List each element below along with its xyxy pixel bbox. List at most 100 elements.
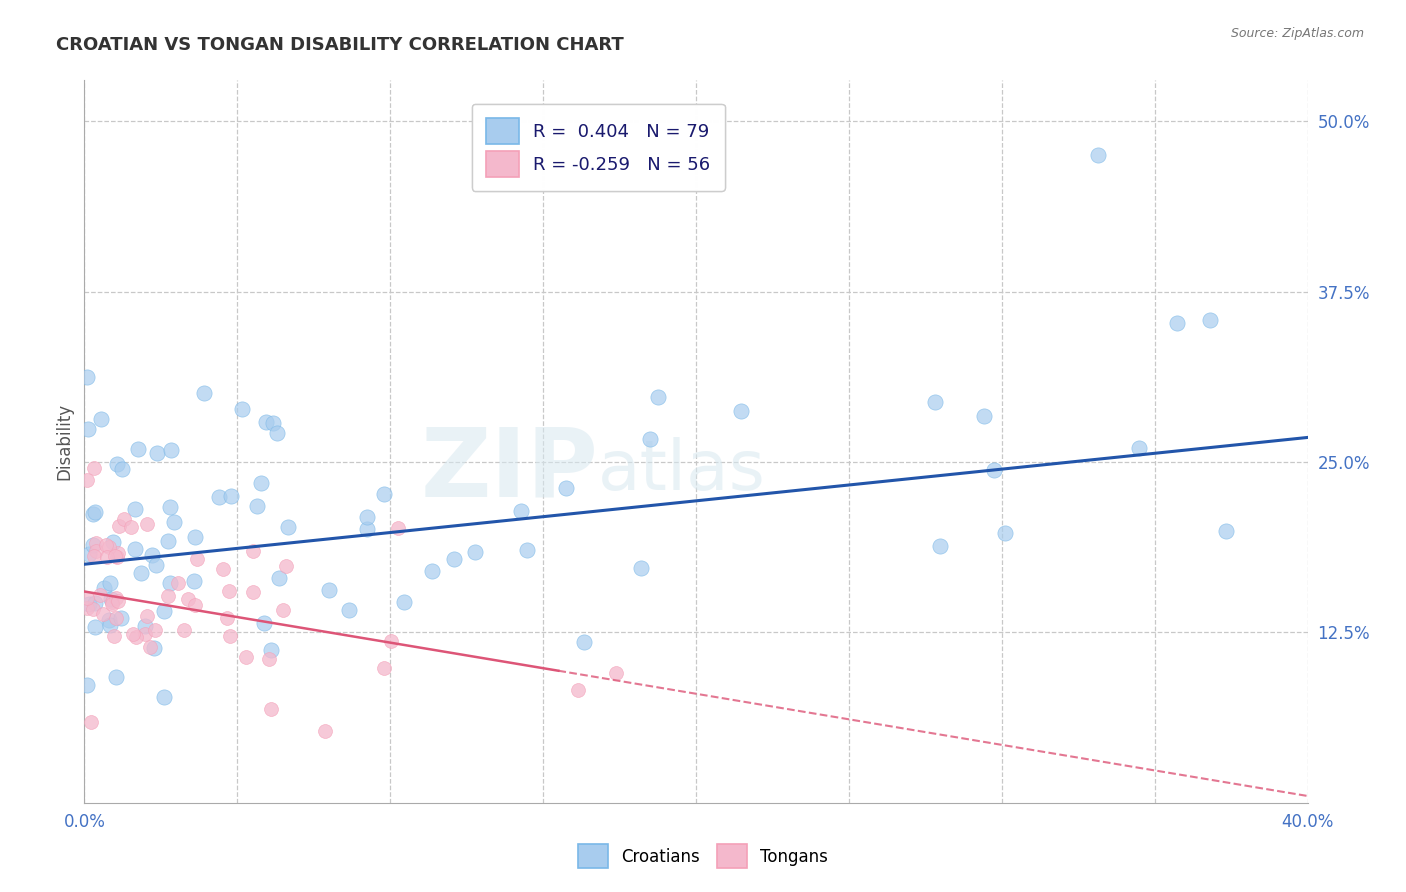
Point (250, 476, 273, 491)
Point (105, 457, 128, 471)
Point (177, 592, 200, 607)
Point (167, 575, 190, 590)
Y-axis label: Disability: Disability (55, 403, 73, 480)
Point (1199, 313, 1222, 327)
Point (973, 409, 995, 424)
Point (259, 652, 281, 666)
Point (160, 443, 183, 458)
Point (218, 584, 240, 599)
Point (215, 610, 238, 624)
Point (235, 650, 257, 665)
Point (373, 486, 395, 500)
Point (356, 509, 378, 524)
Point (193, 386, 215, 401)
Point (82, 507, 104, 521)
Point (260, 643, 283, 657)
Point (274, 558, 297, 573)
Point (83, 620, 105, 634)
Point (392, 595, 415, 609)
Point (314, 724, 336, 739)
Point (574, 635, 596, 649)
Point (124, 541, 146, 556)
Point (76, 474, 98, 488)
Point (82, 601, 104, 615)
Point (356, 522, 378, 536)
Point (127, 442, 149, 456)
Point (173, 623, 195, 637)
Point (98, 575, 121, 590)
Point (928, 539, 950, 553)
Point (108, 519, 131, 533)
Point (105, 610, 128, 624)
Point (145, 558, 167, 573)
Point (159, 575, 181, 590)
Point (186, 552, 208, 566)
Point (380, 634, 402, 648)
Point (153, 604, 176, 618)
Point (231, 402, 253, 417)
Point (318, 582, 340, 597)
Point (101, 594, 124, 608)
Point (105, 549, 128, 564)
Point (110, 611, 132, 625)
Point (337, 603, 360, 617)
Point (253, 615, 276, 630)
Point (271, 603, 294, 617)
Point (101, 535, 124, 549)
Point (1128, 441, 1150, 455)
Point (555, 481, 578, 495)
Point (98, 618, 121, 632)
Point (277, 520, 299, 534)
Point (212, 561, 235, 575)
Point (605, 665, 627, 680)
Point (134, 627, 156, 641)
Point (730, 403, 752, 417)
Point (125, 631, 148, 645)
Point (184, 598, 207, 612)
Point (76, 600, 98, 615)
Text: Source: ZipAtlas.com: Source: ZipAtlas.com (1230, 27, 1364, 40)
Point (373, 661, 395, 675)
Point (162, 515, 184, 529)
Point (267, 571, 290, 585)
Point (567, 683, 589, 698)
Point (254, 415, 277, 429)
Point (184, 530, 207, 544)
Point (134, 619, 156, 633)
Point (82, 538, 104, 552)
Point (516, 543, 538, 558)
Point (93, 581, 115, 595)
Point (124, 501, 146, 516)
Point (121, 627, 143, 641)
Point (510, 504, 533, 518)
Point (208, 490, 231, 504)
Point (98, 540, 121, 554)
Point (924, 394, 946, 409)
Point (76, 591, 98, 606)
Point (242, 585, 264, 599)
Point (76, 422, 98, 436)
Point (142, 641, 165, 656)
Point (1087, 148, 1109, 162)
Point (218, 629, 240, 643)
Point (79, 597, 101, 611)
Point (387, 521, 409, 535)
Point (100, 592, 122, 607)
Legend: R =  0.404   N = 79, R = -0.259   N = 56: R = 0.404 N = 79, R = -0.259 N = 56 (471, 103, 724, 191)
Point (104, 549, 127, 563)
Point (120, 520, 142, 534)
Point (143, 623, 166, 637)
Point (246, 499, 269, 513)
Point (83, 549, 105, 564)
Point (242, 544, 264, 558)
Point (89, 588, 111, 602)
Point (111, 462, 134, 476)
Point (464, 545, 486, 559)
Point (630, 561, 652, 575)
Point (96, 538, 118, 552)
Point (153, 690, 176, 704)
Point (96, 549, 118, 564)
Point (647, 390, 669, 404)
Point (76, 370, 98, 384)
Point (266, 426, 288, 441)
